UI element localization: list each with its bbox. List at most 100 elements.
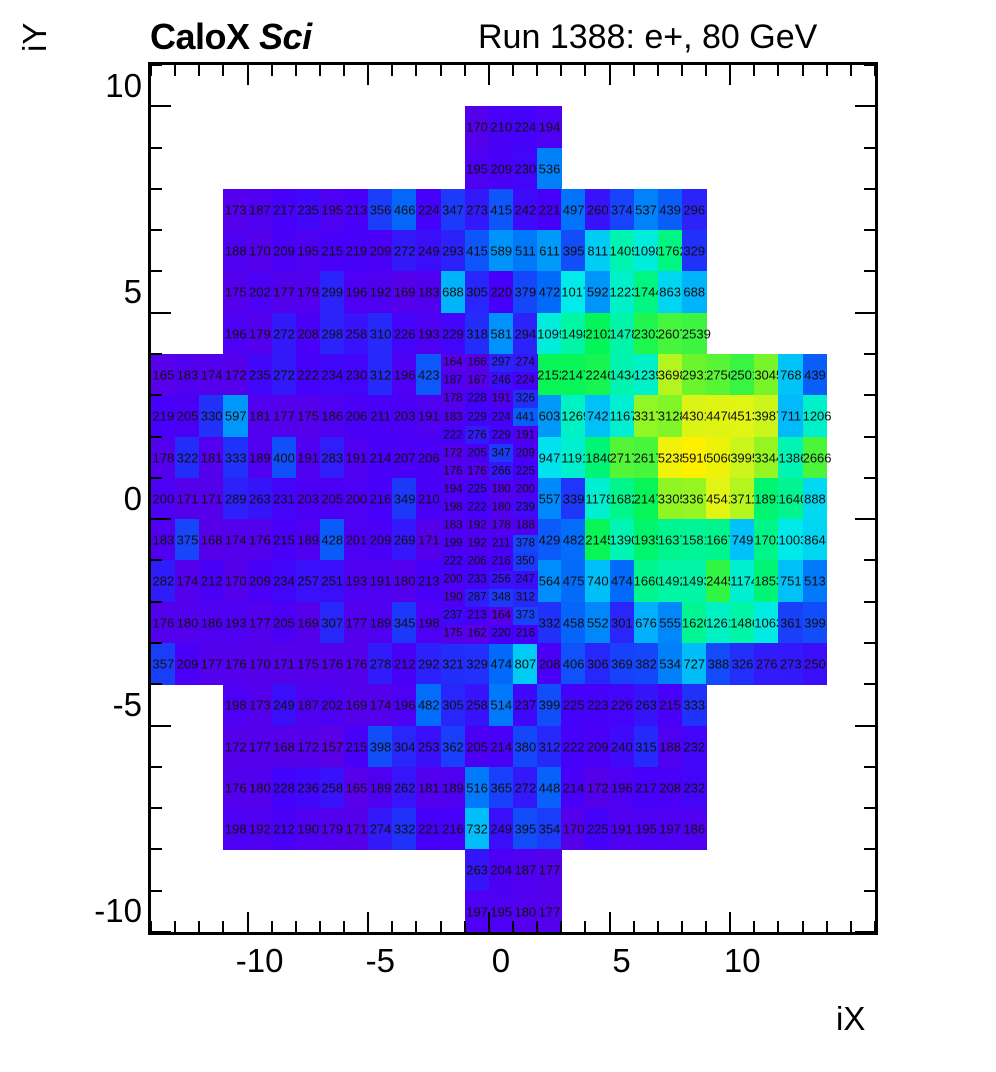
y-axis-major-tick xyxy=(855,931,875,933)
cell-value: 283 xyxy=(321,450,344,465)
heatmap-cell: 458 xyxy=(561,601,586,644)
heatmap-cell: 232 xyxy=(681,766,707,809)
cell-value: 189 xyxy=(297,532,319,548)
heatmap-cell: 289 xyxy=(223,477,249,520)
heatmap-cell: 235 xyxy=(295,188,321,231)
heatmap-cell: 727 xyxy=(681,643,707,685)
heatmap-cell: 2539 xyxy=(681,312,711,355)
cell-value: 175 xyxy=(443,627,463,640)
cell-value: 333 xyxy=(683,697,706,713)
heatmap-cell: 1935 xyxy=(633,519,663,562)
y-axis-major-tick xyxy=(151,931,171,933)
cell-value: 216 xyxy=(491,555,511,568)
cell-value: 186 xyxy=(321,408,344,424)
heatmap-cell-fine: 175 xyxy=(440,624,466,644)
heatmap-cell: 209 xyxy=(368,230,393,273)
cell-value: 195 xyxy=(321,202,344,218)
heatmap-cell-fine: 166 xyxy=(464,354,490,373)
cell-value: 4513 xyxy=(730,408,760,424)
cell-value: 1762 xyxy=(657,243,687,259)
y-axis-minor-tick xyxy=(864,146,875,149)
cell-value: 191 xyxy=(417,408,440,424)
heatmap-cell: 749 xyxy=(730,519,755,562)
cell-value: 212 xyxy=(393,656,416,672)
heatmap-cell: 3698 xyxy=(657,354,687,396)
cell-value: 400 xyxy=(273,450,295,465)
heatmap-cell: 209 xyxy=(175,643,200,685)
heatmap-cell: 516 xyxy=(464,766,490,809)
x-axis-minor-tick xyxy=(825,65,828,76)
cell-value: 237 xyxy=(514,697,537,713)
heatmap-cell: 171 xyxy=(175,477,200,520)
heatmap-cell: 1637 xyxy=(657,519,687,562)
heatmap-cell: 273 xyxy=(778,643,804,685)
cell-value: 209 xyxy=(249,573,271,589)
cell-value: 176 xyxy=(321,656,344,672)
detector-name: Sci xyxy=(259,16,312,57)
cell-value: 176 xyxy=(224,656,247,672)
heatmap-cell: 310 xyxy=(368,312,393,355)
heatmap-cell: 592 xyxy=(585,271,611,314)
x-axis-minor-tick xyxy=(174,65,177,76)
heatmap-cell: 354 xyxy=(537,808,562,851)
cell-value: 187 xyxy=(443,374,463,387)
cell-value: 200 xyxy=(345,491,368,507)
x-axis-major-tick xyxy=(246,65,249,85)
cell-value: 811 xyxy=(587,243,609,259)
heatmap-canvas[interactable]: 170 210 224 194 195 209 230 536 173 187 217 235 195 2… xyxy=(151,65,875,932)
y-axis-minor-tick xyxy=(864,353,875,355)
cell-value: 749 xyxy=(731,532,754,548)
heatmap-cell: 395 xyxy=(513,808,538,851)
cell-value: 378 xyxy=(515,537,535,550)
heatmap-cell: 293 xyxy=(440,230,466,273)
cell-value: 206 xyxy=(417,450,440,465)
heatmap-cell: 1167 xyxy=(609,395,638,438)
heatmap-cell: 1099 xyxy=(537,312,566,355)
y-axis-minor-tick xyxy=(151,146,162,149)
cell-value: 3987 xyxy=(754,408,784,424)
heatmap-cell-fine: 266 xyxy=(488,462,514,482)
x-axis-minor-tick xyxy=(150,65,152,76)
cell-value: 214 xyxy=(369,450,392,465)
cell-value: 751 xyxy=(779,573,802,589)
cell-value: 312 xyxy=(538,739,561,754)
cell-value: 178 xyxy=(443,392,463,405)
cell-value: 1840 xyxy=(585,450,615,465)
heatmap-cell: 947 xyxy=(537,436,562,479)
cell-value: 219 xyxy=(152,408,175,424)
heatmap-cell: 329 xyxy=(681,230,707,273)
heatmap-cell: 174 xyxy=(368,684,393,727)
x-axis-minor-tick xyxy=(705,65,708,76)
heatmap-cell: 214 xyxy=(368,436,393,479)
cell-value: 2501 xyxy=(730,367,760,383)
heatmap-cell: 175 xyxy=(295,395,321,438)
cell-value: 208 xyxy=(659,780,681,796)
cell-value: 228 xyxy=(273,780,295,796)
heatmap-cell: 2607 xyxy=(657,312,687,355)
cell-value: 592 xyxy=(586,284,609,300)
cell-value: 232 xyxy=(683,739,706,754)
cell-value: 276 xyxy=(755,656,778,672)
cell-value: 200 xyxy=(152,491,175,507)
cell-value: 2607 xyxy=(657,326,687,342)
cell-value: 326 xyxy=(731,656,754,672)
x-axis-minor-tick xyxy=(849,65,852,76)
cell-value: 195 xyxy=(297,243,319,259)
heatmap-cell: 197 xyxy=(464,890,490,932)
heatmap-cell-fine: 180 xyxy=(488,480,514,500)
cell-value: 221 xyxy=(538,202,561,218)
heatmap-cell: 399 xyxy=(802,601,828,644)
cell-value: 474 xyxy=(490,656,513,672)
y-axis-major-tick xyxy=(151,518,171,521)
cell-value: 1640 xyxy=(778,491,808,507)
cell-value: 676 xyxy=(635,615,657,631)
heatmap-cell-fine: 220 xyxy=(488,624,514,644)
heatmap-cell: 4301 xyxy=(681,395,711,438)
cell-value: 688 xyxy=(442,284,464,300)
cell-value: 349 xyxy=(393,491,416,507)
cell-value: 181 xyxy=(200,450,223,465)
cell-value: 171 xyxy=(273,656,295,672)
heatmap-cell: 191 xyxy=(609,808,635,851)
cell-value: 183 xyxy=(443,410,463,423)
x-axis-major-tick xyxy=(608,65,611,85)
